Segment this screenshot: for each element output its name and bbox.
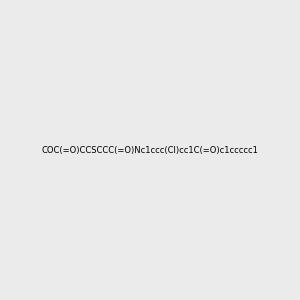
- Text: COC(=O)CCSCCC(=O)Nc1ccc(Cl)cc1C(=O)c1ccccc1: COC(=O)CCSCCC(=O)Nc1ccc(Cl)cc1C(=O)c1ccc…: [42, 146, 258, 154]
